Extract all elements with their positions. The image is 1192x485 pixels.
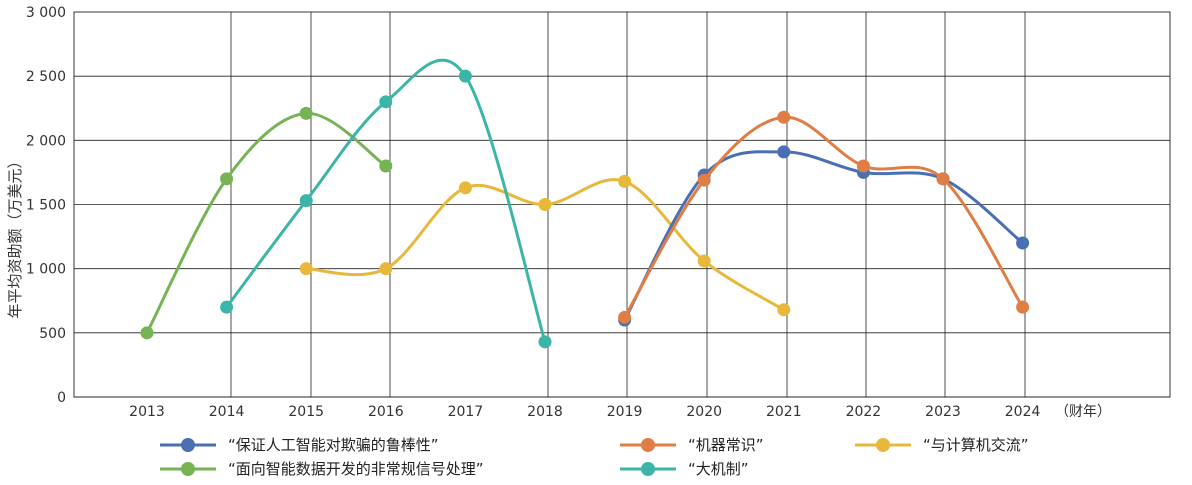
data-point: [777, 110, 791, 124]
y-tick-label: 1 000: [26, 262, 66, 278]
x-tick-label: 2013: [129, 404, 165, 420]
legend-label: “机器常识”: [688, 436, 764, 454]
x-axis-unit-label: （财年）: [1055, 404, 1111, 420]
data-point: [379, 159, 393, 173]
y-tick-label: 0: [57, 390, 66, 406]
data-point: [458, 69, 472, 83]
x-tick-label: 2015: [288, 404, 324, 420]
series-4: [220, 58, 552, 349]
legend-item: “保证人工智能对欺骗的鲁棒性”: [160, 436, 439, 454]
y-axis-label: 年平均资助额（万美元）: [6, 153, 24, 318]
data-point: [618, 174, 632, 188]
legend-item: “大机制”: [620, 460, 749, 478]
x-tick-label: 2020: [686, 404, 722, 420]
grid: [74, 12, 1170, 398]
y-tick-label: 2 000: [26, 133, 66, 149]
data-point: [538, 198, 552, 211]
data-point: [140, 326, 154, 340]
data-point: [936, 172, 950, 186]
legend-item: “与计算机交流”: [855, 436, 1029, 454]
data-point: [538, 335, 552, 349]
x-tick-label: 2016: [368, 404, 404, 420]
data-point: [220, 172, 234, 186]
x-tick-label: 2023: [925, 404, 961, 420]
data-point: [1016, 236, 1030, 250]
series-line: [623, 115, 1025, 319]
x-tick-label: 2024: [1005, 404, 1041, 420]
x-axis-ticks: 2013 2014 2015 2016 2017 2018 2019 2020 2021 2022…: [129, 404, 1040, 420]
legend-label: “保证人工智能对欺骗的鲁棒性”: [228, 436, 439, 454]
series-line: [623, 150, 1025, 322]
data-point: [379, 95, 393, 109]
data-point: [458, 181, 472, 195]
legend-swatch-marker: [181, 438, 195, 452]
y-axis-ticks: 0 500 1 000 1 500 2 000 2 500 3 000: [26, 5, 66, 406]
data-point: [1016, 300, 1030, 314]
data-point: [220, 300, 234, 314]
series-3: [140, 106, 393, 340]
legend-item: “机器常识”: [620, 436, 764, 454]
data-point: [856, 159, 870, 173]
data-point: [697, 173, 711, 187]
series-1: [618, 110, 1030, 324]
x-tick-label: 2021: [766, 404, 802, 420]
data-point: [379, 262, 393, 276]
legend-swatch-marker: [181, 462, 195, 476]
y-tick-label: 3 000: [26, 5, 66, 21]
y-tick-label: 500: [39, 326, 66, 342]
plot-frame: [73, 11, 1171, 398]
legend-swatch-marker: [641, 438, 655, 452]
data-point: [777, 145, 791, 159]
series: [140, 58, 1030, 349]
y-tick-label: 2 500: [26, 69, 66, 85]
y-tick-label: 1 500: [26, 198, 66, 214]
legend-label: “大机制”: [688, 460, 749, 478]
x-tick-label: 2014: [209, 404, 245, 420]
series-line: [225, 58, 547, 344]
x-tick-label: 2018: [527, 404, 563, 420]
x-tick-label: 2017: [448, 404, 484, 420]
legend: “保证人工智能对欺骗的鲁棒性” “机器常识” “与计算机交流” “面向智能数据开发的非…: [160, 436, 1029, 478]
legend-item: “面向智能数据开发的非常规信号处理”: [160, 460, 484, 478]
x-tick-label: 2022: [846, 404, 882, 420]
legend-swatch-marker: [641, 462, 655, 476]
x-tick-label: 2019: [607, 404, 643, 420]
legend-label: “面向智能数据开发的非常规信号处理”: [228, 460, 484, 478]
legend-label: “与计算机交流”: [923, 436, 1029, 454]
data-point: [618, 310, 632, 324]
data-point: [299, 194, 313, 208]
data-point: [777, 303, 791, 317]
series-line: [145, 111, 388, 335]
legend-swatch-marker: [876, 438, 890, 452]
series-2: [299, 174, 791, 317]
data-point: [299, 106, 313, 120]
data-point: [299, 262, 313, 276]
data-point: [697, 254, 711, 268]
